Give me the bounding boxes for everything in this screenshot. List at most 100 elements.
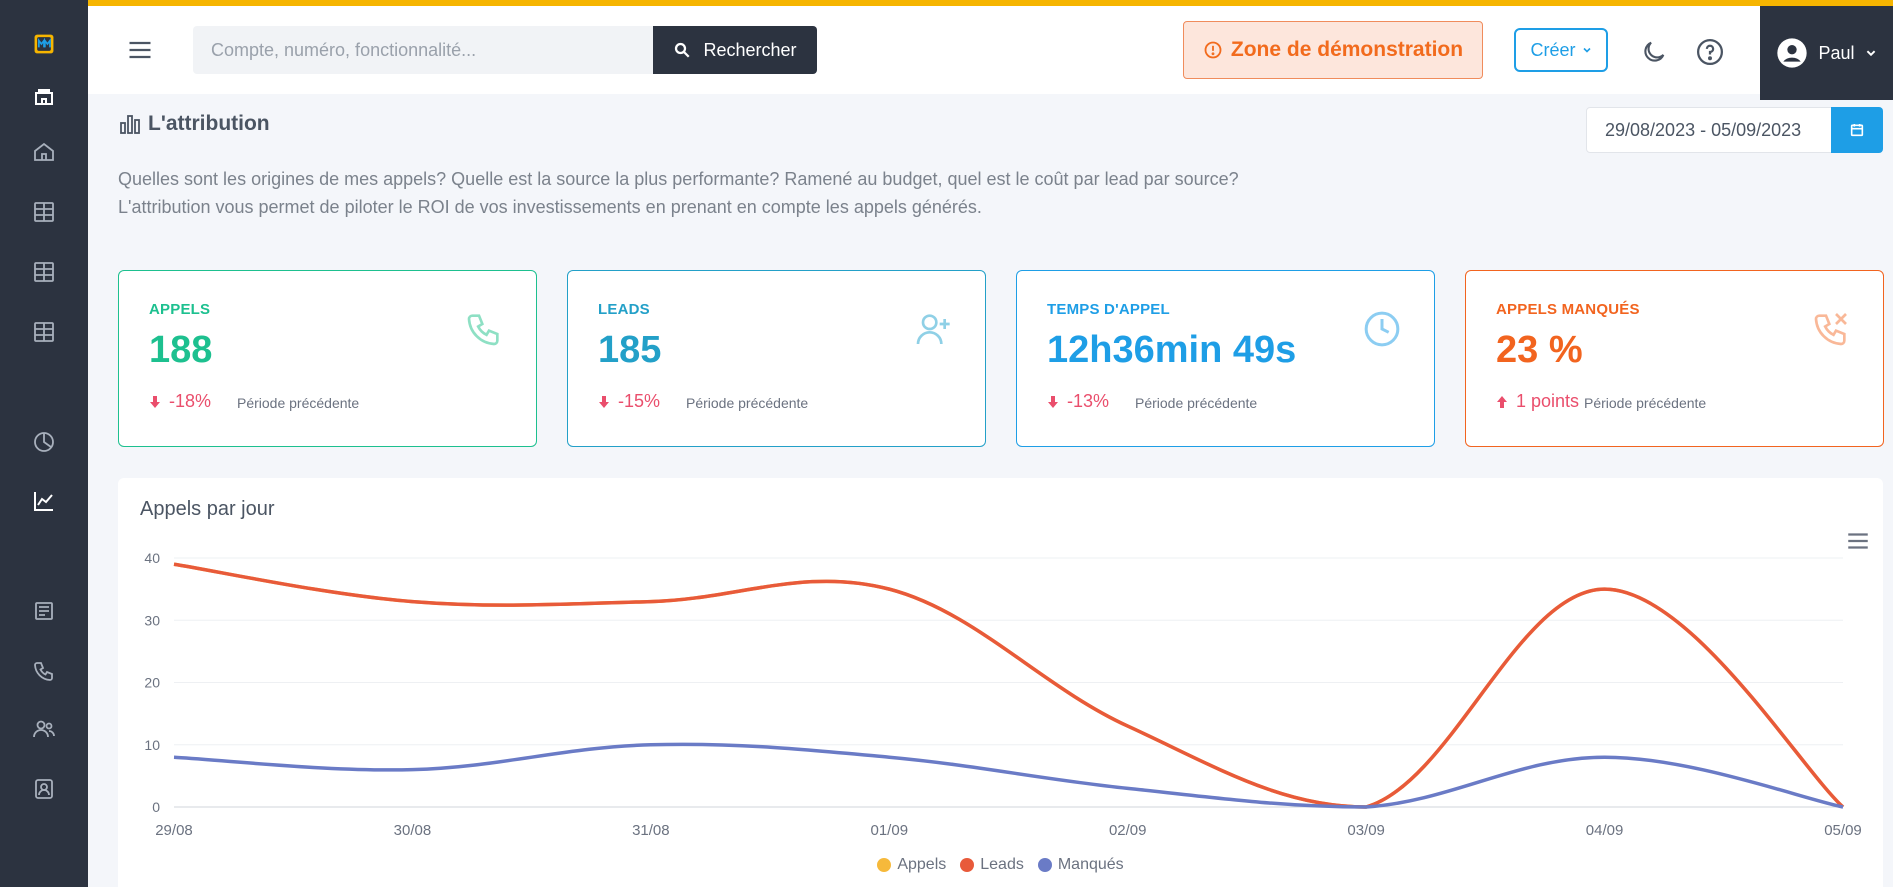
kpi-delta-value: -15% [618, 391, 661, 411]
demo-zone-banner: Zone de démonstration [1183, 21, 1483, 79]
chevron-down-icon [1866, 50, 1875, 57]
sidebar-item-grid-1[interactable] [24, 192, 64, 232]
x-tick-label: 04/09 [1586, 822, 1624, 839]
clock-icon [1364, 311, 1400, 347]
sidebar-item-calls[interactable] [24, 651, 64, 691]
line-chart-icon [34, 492, 53, 511]
users-icon [33, 720, 55, 738]
kpi-card-leads: LEADS 185 -15% Période précédente [567, 270, 986, 447]
legend-item[interactable]: Leads [960, 856, 1024, 874]
y-tick-label: 10 [144, 737, 160, 753]
sidebar-item-home[interactable] [24, 132, 64, 172]
kpi-period: Période précédente [686, 395, 809, 411]
arrow-down-icon [150, 395, 160, 408]
page-description: Quelles sont les origines de mes appels?… [118, 165, 1239, 221]
legend-label: Manqués [1057, 856, 1124, 873]
sidebar-item-grid-3[interactable] [24, 312, 64, 352]
legend-label: Appels [897, 856, 947, 873]
kpi-value: 23 % [1496, 329, 1583, 371]
legend-marker [960, 858, 975, 872]
sidebar-item-pie-chart[interactable] [24, 422, 64, 462]
arrow-up-icon [1497, 395, 1507, 408]
home-icon [34, 142, 54, 161]
info-icon [1204, 41, 1222, 59]
x-tick-label: 05/09 [1824, 822, 1862, 839]
chart-card: Appels par jour 0 10 20 30 40 29/08 30/08 31/08… [118, 478, 1883, 887]
app-logo[interactable] [24, 24, 64, 64]
calendar-button[interactable] [1831, 107, 1883, 153]
user-avatar-icon [1777, 38, 1808, 68]
chart-legend: Appels Leads Manqués [118, 856, 1883, 874]
grid-icon [34, 202, 54, 222]
pie-chart-icon [34, 432, 54, 452]
help-icon [1697, 39, 1723, 65]
x-tick-label: 03/09 [1347, 822, 1385, 839]
y-tick-label: 0 [152, 799, 160, 815]
sidebar-item-contacts[interactable] [24, 769, 64, 809]
dark-mode-toggle[interactable] [1638, 36, 1670, 68]
help-button[interactable] [1694, 36, 1726, 68]
legend-label: Leads [980, 856, 1024, 873]
sidebar-item-users[interactable] [24, 709, 64, 749]
kpi-delta: 1 points [1496, 391, 1579, 412]
x-tick-label: 30/08 [394, 822, 432, 839]
kpi-delta-value: -13% [1067, 391, 1110, 411]
x-tick-label: 01/09 [871, 822, 909, 839]
newspaper-icon [35, 602, 53, 620]
create-button[interactable]: Créer [1514, 28, 1608, 72]
search-input[interactable] [193, 26, 653, 74]
search-button[interactable]: Rechercher [653, 26, 817, 74]
search-icon [675, 42, 691, 58]
search-button-label: Rechercher [703, 39, 797, 60]
kpi-delta-value: -18% [169, 391, 212, 411]
kpi-period: Période précédente [1135, 395, 1258, 411]
calendar-icon [1850, 124, 1864, 137]
grid-icon [34, 322, 54, 342]
page-title-text: L'attribution [148, 112, 270, 135]
arrow-down-icon [1048, 395, 1058, 408]
sidebar-item-attribution[interactable] [24, 481, 64, 521]
phone-icon [34, 662, 53, 681]
x-tick-label: 31/08 [632, 822, 670, 839]
series-line-manqués[interactable] [173, 742, 1844, 809]
x-tick-label: 02/09 [1109, 822, 1147, 839]
hamburger-menu-icon[interactable] [126, 36, 154, 64]
date-range-input[interactable] [1586, 107, 1832, 153]
user-name: Paul [1818, 42, 1855, 63]
grid-icon [34, 262, 54, 282]
legend-item[interactable]: Appels [877, 856, 946, 874]
y-tick-label: 40 [144, 550, 160, 566]
chart-menu-icon[interactable] [1845, 528, 1871, 554]
kpi-period: Période précédente [237, 395, 360, 411]
moon-icon [1644, 41, 1665, 62]
contact-card-icon [35, 779, 53, 799]
kpi-value: 185 [598, 329, 662, 371]
kpi-value: 188 [149, 329, 213, 371]
legend-item[interactable]: Manqués [1037, 856, 1124, 874]
sidebar-item-castle[interactable] [24, 76, 64, 116]
bar-chart-icon [120, 115, 140, 134]
kpi-label: LEADS [598, 301, 650, 318]
arrow-down-icon [599, 395, 609, 408]
sidebar-item-grid-2[interactable] [24, 252, 64, 292]
line-chart: 0 10 20 30 40 29/08 30/08 31/08 01/09 02/09 03/09 0… [144, 550, 1862, 839]
kpi-label: APPELS [149, 301, 211, 318]
kpi-delta: -13% [1047, 391, 1109, 412]
sidebar [0, 0, 88, 887]
kpi-label: TEMPS D'APPEL [1047, 301, 1170, 318]
y-tick-label: 20 [144, 675, 160, 691]
description-line-2: L'attribution vous permet de piloter le … [118, 197, 982, 217]
phone-missed-icon [1814, 313, 1847, 346]
logo-icon [34, 34, 54, 54]
kpi-card-call-time: TEMPS D'APPEL 12h36min 49s -13% Période … [1016, 270, 1435, 447]
sidebar-item-reports[interactable] [24, 591, 64, 631]
kpi-delta: -18% [149, 391, 211, 412]
y-tick-label: 30 [144, 612, 160, 628]
series-line-leads[interactable] [173, 562, 1845, 809]
kpi-label: APPELS MANQUÉS [1496, 301, 1640, 318]
kpi-period: Période précédente [1584, 395, 1707, 411]
kpi-card-calls: APPELS 188 -18% Période précédente [118, 270, 537, 447]
page-title: L'attribution [118, 112, 270, 136]
user-menu[interactable]: Paul [1760, 6, 1893, 100]
create-button-label: Créer [1530, 39, 1576, 60]
